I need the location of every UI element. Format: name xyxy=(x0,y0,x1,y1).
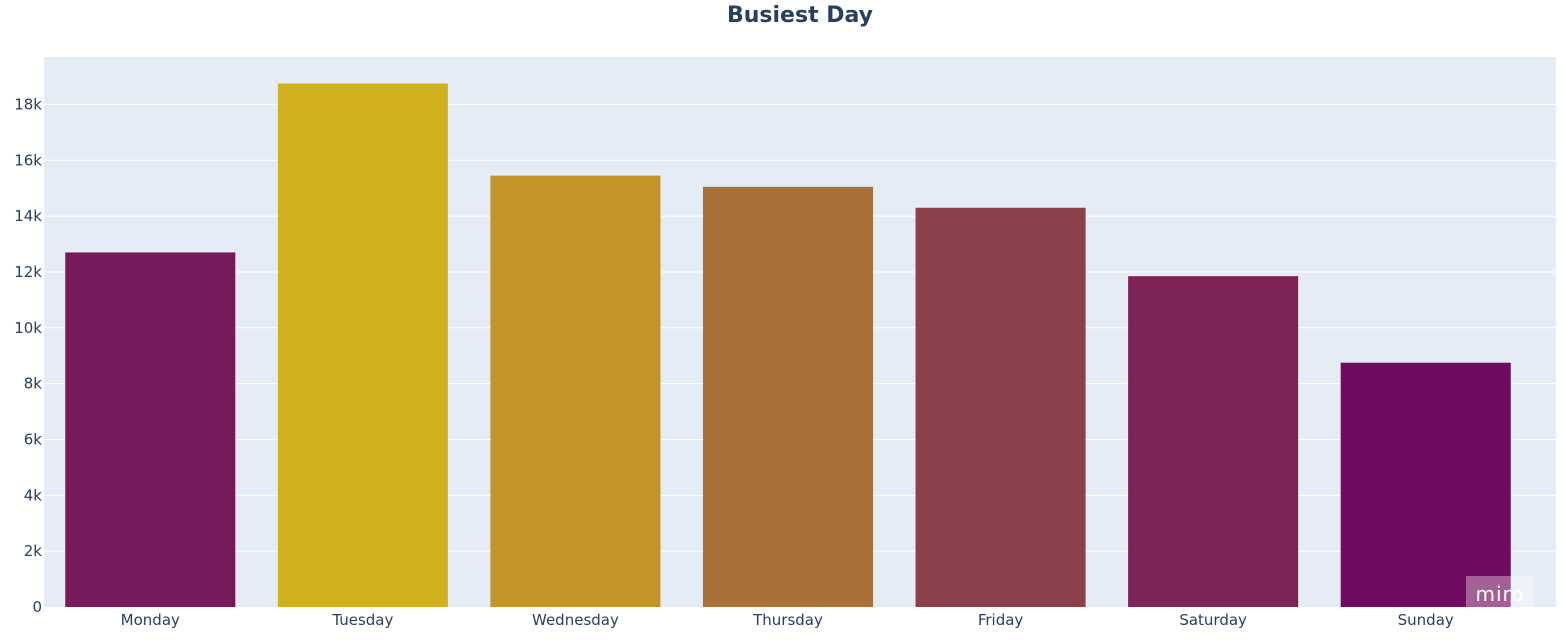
x-tick-label: Saturday xyxy=(1179,611,1247,629)
bar-wednesday[interactable] xyxy=(490,175,661,607)
y-tick-label: 14k xyxy=(14,207,42,225)
x-axis-ticks: Monday Tuesday Wednesday Thursday Friday Satu… xyxy=(121,611,1454,629)
y-tick-label: 12k xyxy=(14,263,42,281)
x-tick-label: Sunday xyxy=(1398,611,1454,629)
bar-sunday[interactable] xyxy=(1340,362,1511,607)
bar-thursday[interactable] xyxy=(702,186,874,608)
x-tick-label: Friday xyxy=(978,611,1024,629)
y-tick-label: 2k xyxy=(24,542,43,560)
chart-title: Busiest Day xyxy=(727,3,873,28)
watermark-background xyxy=(1466,576,1534,610)
bars xyxy=(65,83,1511,608)
bar-saturday[interactable] xyxy=(1128,276,1299,607)
x-tick-label: Tuesday xyxy=(331,611,393,629)
y-axis-ticks: 0 2k 4k 6k 8k 10k 12k 14k 16k 18k xyxy=(14,95,42,616)
bar-friday[interactable] xyxy=(915,207,1086,608)
x-tick-label: Thursday xyxy=(752,611,823,629)
y-tick-label: 8k xyxy=(24,375,43,393)
bar-monday[interactable] xyxy=(65,252,236,608)
y-tick-label: 0 xyxy=(32,598,42,616)
y-tick-label: 4k xyxy=(24,486,43,504)
y-tick-label: 18k xyxy=(14,95,42,113)
miro-watermark-logo: miro xyxy=(1466,576,1534,610)
y-tick-label: 10k xyxy=(14,319,42,337)
x-tick-label: Wednesday xyxy=(532,611,619,629)
watermark-text: miro xyxy=(1475,582,1524,606)
y-tick-label: 16k xyxy=(14,151,42,169)
x-tick-label: Monday xyxy=(121,611,180,629)
bar-tuesday[interactable] xyxy=(277,83,448,608)
y-tick-label: 6k xyxy=(24,430,43,448)
